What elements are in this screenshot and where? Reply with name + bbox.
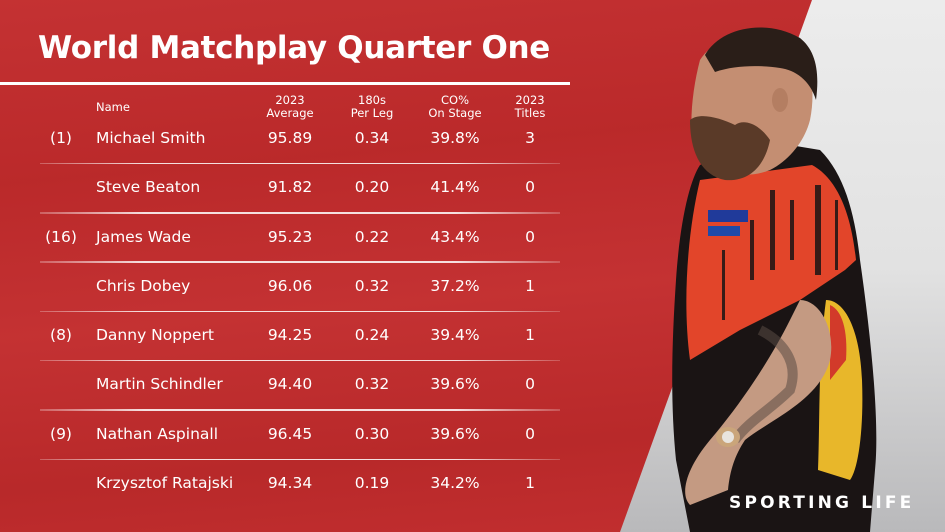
column-header-checkout: CO% On Stage <box>420 94 490 120</box>
player-name: Steve Beaton <box>96 178 201 197</box>
average: 94.25 <box>267 326 313 345</box>
per-leg: 0.32 <box>354 375 390 394</box>
column-header-average: 2023 Average <box>260 94 320 120</box>
titles: 1 <box>525 474 535 493</box>
header-line-1: 2023 <box>515 93 545 107</box>
row-divider <box>40 458 560 461</box>
row-divider <box>40 409 560 411</box>
table-row: Krzysztof Ratajski 94.34 0.19 34.2% 1 <box>0 460 600 509</box>
seed: (9) <box>50 424 72 443</box>
player-name: Danny Noppert <box>96 326 214 345</box>
seed: (8) <box>50 326 72 345</box>
per-leg: 0.34 <box>354 129 390 147</box>
header-line-2: Titles <box>514 106 546 120</box>
table-row: Martin Schindler 94.40 0.32 39.6% 0 <box>0 361 600 411</box>
checkout: 39.4% <box>430 326 480 345</box>
player-name: Krzysztof Ratajski <box>96 474 234 493</box>
table-row: (9) Nathan Aspinall 96.45 0.30 39.6% 0 <box>0 411 600 461</box>
header-line-2: On Stage <box>428 106 482 120</box>
page-title: World Matchplay Quarter One <box>38 30 550 66</box>
table-row: (1) Michael Smith 95.89 0.34 39.8% 3 <box>0 115 600 165</box>
titles: 0 <box>525 178 535 197</box>
row-divider <box>40 359 560 362</box>
table-row: Chris Dobey 96.06 0.32 37.2% 1 <box>0 263 600 313</box>
table-row: Steve Beaton 91.82 0.20 41.4% 0 <box>0 164 600 214</box>
titles: 1 <box>525 326 535 345</box>
titles: 1 <box>525 276 535 295</box>
row-divider <box>40 261 560 263</box>
checkout: 41.4% <box>430 178 480 197</box>
checkout: 39.6% <box>430 424 480 443</box>
titles: 0 <box>525 375 535 394</box>
title-underline <box>0 82 570 85</box>
average: 91.82 <box>267 178 313 197</box>
per-leg: 0.32 <box>354 276 390 295</box>
average: 96.45 <box>267 424 313 443</box>
titles: 0 <box>525 424 535 443</box>
table-row: (8) Danny Noppert 94.25 0.24 39.4% 1 <box>0 312 600 362</box>
per-leg: 0.22 <box>354 227 390 246</box>
checkout: 39.6% <box>430 375 480 394</box>
sporting-life-logo: SPORTING LIFE <box>729 493 915 513</box>
player-name: James Wade <box>96 227 191 246</box>
checkout: 43.4% <box>430 227 480 246</box>
column-header-titles: 2023 Titles <box>500 94 560 120</box>
average: 94.40 <box>267 375 313 394</box>
player-name: Nathan Aspinall <box>96 424 219 443</box>
seed: (1) <box>50 129 72 147</box>
per-leg: 0.19 <box>354 474 390 493</box>
checkout: 34.2% <box>430 474 480 493</box>
header-line-2: Average <box>266 106 314 120</box>
average: 95.89 <box>267 129 313 147</box>
player-table: (1) Michael Smith 95.89 0.34 39.8% 3 Ste… <box>0 115 600 509</box>
titles: 3 <box>525 129 535 147</box>
average: 96.06 <box>267 276 313 295</box>
seed: (16) <box>45 227 77 246</box>
header-line-1: 180s <box>358 93 386 107</box>
row-divider <box>40 310 560 313</box>
header-line-2: Per Leg <box>350 106 394 120</box>
column-header-180s-per-leg: 180s Per Leg <box>342 94 402 120</box>
titles: 0 <box>525 227 535 246</box>
row-divider <box>40 212 560 214</box>
checkout: 39.8% <box>430 129 480 147</box>
per-leg: 0.30 <box>354 424 390 443</box>
header-line-1: CO% <box>440 93 469 107</box>
row-divider <box>40 162 560 165</box>
header-line-1: 2023 <box>275 93 305 107</box>
player-name: Michael Smith <box>96 129 206 147</box>
per-leg: 0.24 <box>354 326 390 345</box>
average: 95.23 <box>267 227 313 246</box>
player-name: Martin Schindler <box>96 375 223 394</box>
checkout: 37.2% <box>430 276 480 295</box>
table-row: (16) James Wade 95.23 0.22 43.4% 0 <box>0 214 600 263</box>
per-leg: 0.20 <box>354 178 390 197</box>
player-name: Chris Dobey <box>96 276 191 295</box>
average: 94.34 <box>267 474 313 493</box>
column-header-name: Name <box>96 100 130 114</box>
